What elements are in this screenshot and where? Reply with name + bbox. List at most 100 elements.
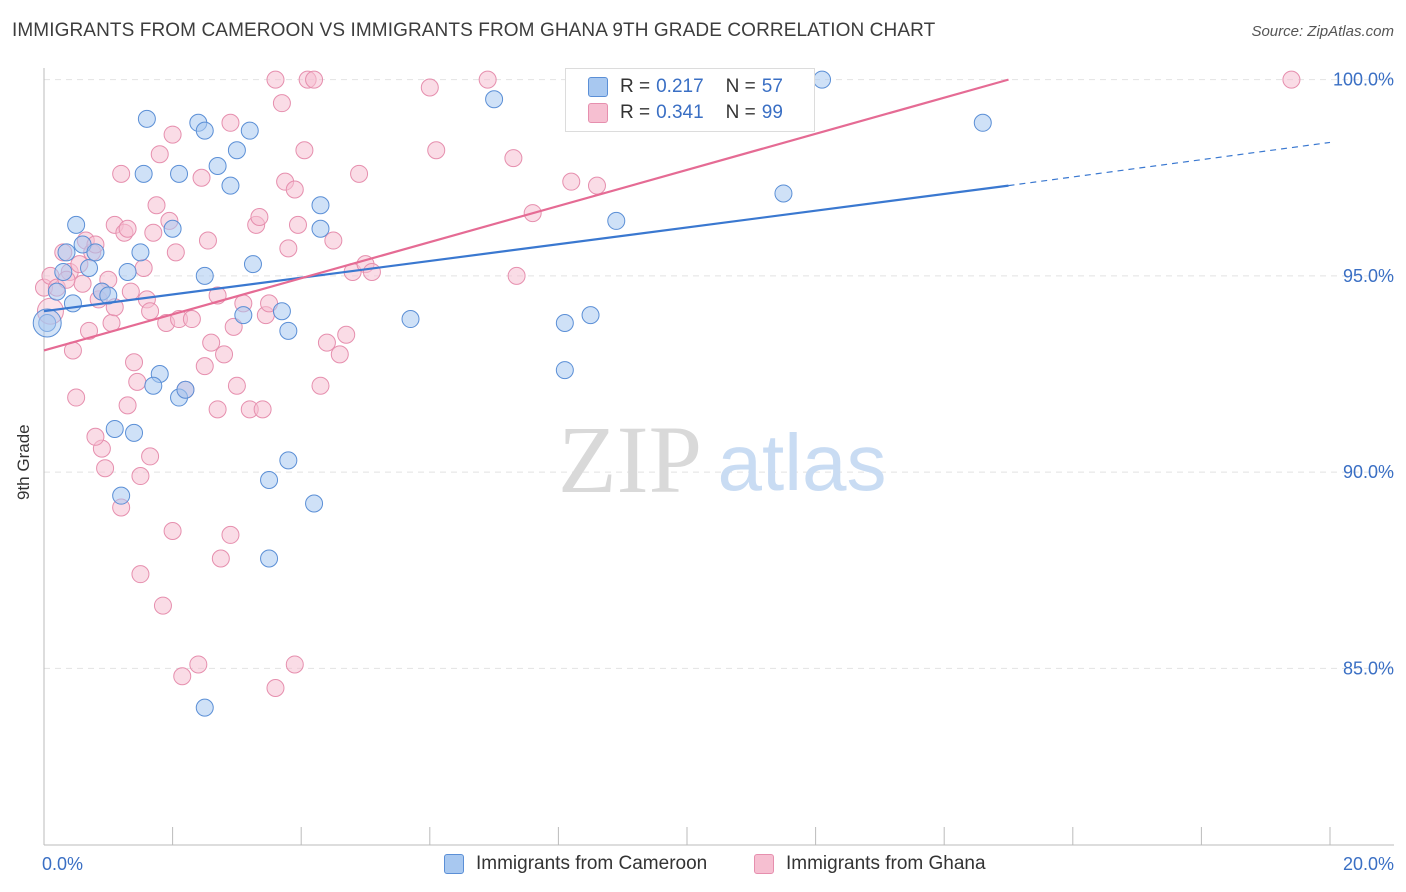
ghana-point <box>163 522 182 540</box>
ghana-point <box>362 262 381 281</box>
cameroon-point <box>86 243 105 262</box>
ghana-point <box>189 655 208 674</box>
cameroon-point <box>176 380 195 399</box>
cameroon-point <box>208 156 227 175</box>
legend-item-cameroon[interactable]: Immigrants from Cameroon <box>444 852 707 876</box>
ghana-point <box>224 317 243 336</box>
cameroon-point <box>485 90 504 109</box>
cameroon-points <box>32 70 992 717</box>
cameroon-point <box>973 113 992 132</box>
cameroon-point <box>227 141 246 160</box>
cameroon-point <box>555 313 574 332</box>
ghana-point <box>279 239 298 258</box>
ghana-point <box>215 345 234 364</box>
y-tick-label: 90.0% <box>1343 462 1394 482</box>
y-axis-label: 9th Grade <box>14 424 33 500</box>
ghana-point <box>221 525 240 544</box>
legend-row-cameroon: R = 0.217 N = 57 <box>588 75 783 99</box>
tick-labels: 85.0% 90.0% 95.0% 100.0% 0.0% 20.0% <box>42 70 1394 874</box>
y-tick-label: 95.0% <box>1343 266 1394 286</box>
ghana-point <box>147 196 166 215</box>
ghana-point <box>350 164 369 183</box>
ghana-point <box>166 243 185 262</box>
ghana-point <box>587 176 606 195</box>
cameroon-point <box>311 219 330 238</box>
n-value: 57 <box>761 76 783 97</box>
cameroon-point <box>57 243 76 262</box>
cameroon-swatch <box>444 854 464 874</box>
cameroon-point <box>170 164 189 183</box>
ghana-point <box>182 310 201 329</box>
ghana-point <box>131 467 150 486</box>
trend-lines <box>43 78 1331 352</box>
cameroon-point <box>137 109 156 128</box>
cameroon-point <box>54 262 73 281</box>
cameroon-point <box>118 262 137 281</box>
ghana-point <box>266 679 285 697</box>
ghana-point <box>253 400 272 419</box>
cameroon-point <box>260 470 279 489</box>
ghana-point <box>192 168 211 187</box>
legend-item-ghana[interactable]: Immigrants from Ghana <box>754 852 986 876</box>
r-value: 0.217 <box>656 76 704 97</box>
r-label: R = <box>620 102 651 123</box>
ghana-point <box>324 231 343 250</box>
cameroon-point <box>581 306 600 325</box>
ghana-swatch <box>588 103 608 123</box>
ghana-swatch <box>754 854 774 874</box>
cameroon-point <box>67 215 86 234</box>
ghana-point <box>211 549 230 568</box>
ghana-point <box>73 274 92 293</box>
n-value: 99 <box>761 102 783 123</box>
cameroon-point <box>105 419 124 438</box>
ghana-point <box>427 141 446 160</box>
n-label: N = <box>725 102 756 123</box>
chart-title: IMMIGRANTS FROM CAMEROON VS IMMIGRANTS F… <box>12 20 936 41</box>
stats-legend: R = 0.217 N = 57 R = 0.341 N = 99 <box>565 68 815 132</box>
cameroon-point <box>163 219 182 238</box>
ghana-point <box>118 396 137 415</box>
cameroon-point <box>80 259 99 278</box>
ghana-point <box>562 172 581 191</box>
cameroon-point <box>240 121 259 140</box>
ghana-point <box>317 333 336 352</box>
cameroon-swatch <box>588 77 608 97</box>
legend-label-ghana: Immigrants from Ghana <box>786 853 986 874</box>
ghana-point <box>202 333 221 352</box>
ghana-point <box>80 321 99 340</box>
legend-label-cameroon: Immigrants from Cameroon <box>476 853 708 874</box>
r-value: 0.341 <box>656 102 704 123</box>
cameroon-point <box>607 211 626 230</box>
ghana-point <box>125 353 144 372</box>
n-label: N = <box>725 76 756 97</box>
ghana-point <box>153 596 172 615</box>
ghana-point <box>198 231 217 250</box>
ghana-point <box>221 113 240 132</box>
ghana-point <box>173 667 192 686</box>
y-tick-label: 85.0% <box>1343 658 1394 678</box>
ghana-point <box>86 427 105 446</box>
ghana-point <box>337 325 356 344</box>
cameroon-point <box>260 549 279 568</box>
cameroon-point <box>195 266 214 285</box>
ghana-point <box>305 70 324 89</box>
ghana-point <box>121 282 140 301</box>
ghana-point <box>330 345 349 364</box>
cameroon-point <box>144 376 163 395</box>
cameroon-point-large <box>32 308 62 338</box>
ghana-point <box>141 302 160 321</box>
cameroon-point <box>774 184 793 203</box>
ghana-point <box>208 400 227 419</box>
ghana-point <box>295 141 314 160</box>
cameroon-point <box>47 282 66 301</box>
ghana-point <box>272 94 291 113</box>
cameroon-point <box>112 486 131 505</box>
cameroon-point <box>234 306 253 325</box>
ghana-point <box>311 376 330 395</box>
cameroon-point <box>279 451 298 470</box>
ghana-trend-line <box>43 78 1009 352</box>
ghana-point <box>1282 70 1301 89</box>
cameroon-point <box>813 70 832 89</box>
ghana-point <box>163 125 182 144</box>
